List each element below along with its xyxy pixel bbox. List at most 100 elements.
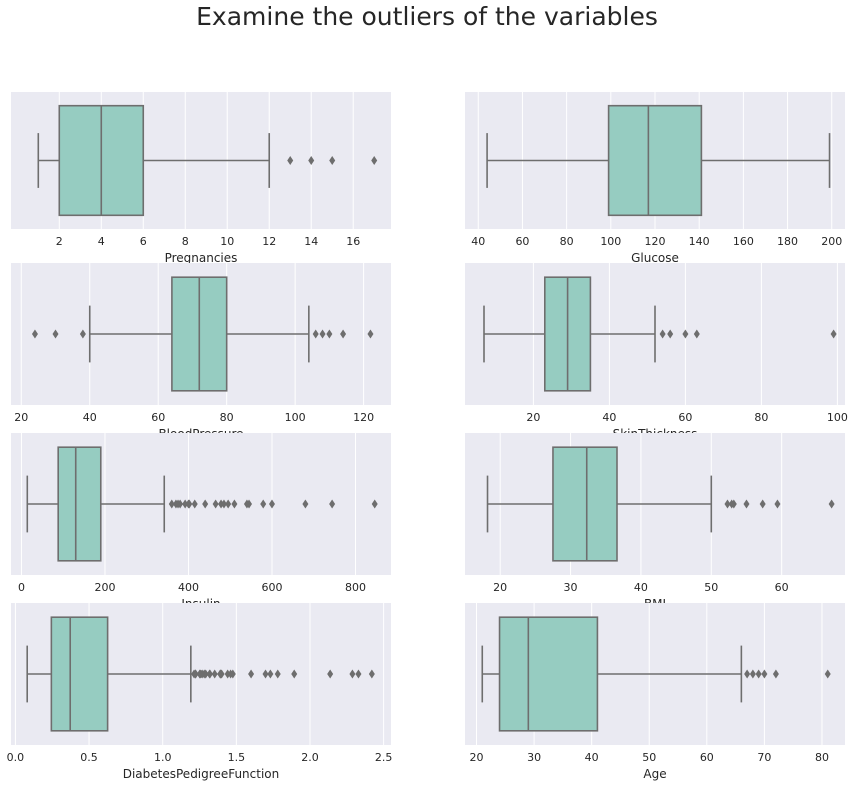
tick-label: 2: [56, 235, 63, 248]
tick-label: 16: [346, 235, 360, 248]
tick-label: 2.0: [301, 751, 319, 764]
tick-label: 60: [151, 411, 165, 424]
tick-label: 40: [634, 581, 648, 594]
outlier-point: [371, 499, 378, 509]
outlier-point: [828, 499, 835, 509]
outlier-point: [749, 669, 756, 679]
subplot-8: 20 30 40 50 60 70 80 Age: [465, 603, 845, 781]
outlier-point: [202, 499, 209, 509]
tick-label: 120: [645, 235, 666, 248]
outlier-point: [349, 669, 356, 679]
tick-label: 600: [261, 581, 282, 594]
outlier-point: [274, 669, 281, 679]
outlier-point: [308, 156, 315, 165]
outlier-point: [218, 669, 225, 679]
outlier-point: [182, 499, 189, 509]
tick-label: 20: [526, 411, 540, 424]
outlier-point: [319, 329, 326, 339]
subplot-6: 2030405060BMI: [465, 433, 845, 611]
subplot-5: 0200400600800Insulin: [11, 433, 391, 611]
tick-label: 200: [94, 581, 115, 594]
tick-label: 80: [754, 411, 768, 424]
subplot-3: 20406080100120BloodPressure: [11, 263, 391, 441]
outlier-point: [693, 329, 700, 339]
outlier-point: [774, 499, 781, 509]
x-axis-label: DiabetesPedigreeFunction: [123, 767, 280, 781]
tick-label: 8: [182, 235, 189, 248]
outlier-point: [291, 669, 298, 679]
tick-label: 20: [14, 411, 28, 424]
tick-label: 140: [689, 235, 710, 248]
outlier-point: [667, 329, 674, 339]
x-axis-label: Pregnancies: [165, 251, 238, 265]
tick-label: 1.0: [154, 751, 172, 764]
tick-label: 60: [775, 581, 789, 594]
x-axis-label: Age: [643, 767, 666, 781]
tick-label: 40: [471, 235, 485, 248]
outlier-point: [168, 499, 175, 509]
tick-label: 200: [821, 235, 842, 248]
tick-label: 80: [220, 411, 234, 424]
tick-label: 2.5: [375, 751, 393, 764]
subplot-4: 20406080100SkinThickness: [465, 263, 848, 441]
tick-label: 20: [493, 581, 507, 594]
tick-label: 30: [564, 581, 578, 594]
outlier-point: [724, 499, 731, 509]
tick-label: 50: [642, 751, 656, 764]
iqr-box: [57, 446, 102, 562]
outlier-point: [759, 499, 766, 509]
outlier-point: [211, 669, 218, 679]
figure-title: Examine the outliers of the variables: [196, 2, 658, 31]
outlier-point: [191, 499, 198, 509]
outlier-point: [52, 329, 59, 339]
outlier-point: [229, 669, 236, 679]
outlier-point: [329, 499, 336, 509]
outlier-point: [772, 669, 779, 679]
tick-label: 0.0: [7, 751, 25, 764]
tick-label: 40: [602, 411, 616, 424]
tick-label: 400: [178, 581, 199, 594]
tick-label: 40: [585, 751, 599, 764]
tick-label: 30: [527, 751, 541, 764]
outlier-point: [231, 499, 238, 509]
outlier-point: [755, 669, 762, 679]
iqr-box: [552, 446, 618, 562]
subplot-2: 40 60 80 100 120 140 160 180 200 Glucose: [465, 92, 845, 265]
outlier-point: [212, 499, 219, 509]
tick-label: 50: [704, 581, 718, 594]
iqr-box: [50, 616, 109, 732]
tick-label: 20: [470, 751, 484, 764]
tick-label: 80: [815, 751, 829, 764]
tick-label: 4: [98, 235, 105, 248]
tick-label: 70: [757, 751, 771, 764]
outlier-point: [31, 329, 38, 339]
outlier-point: [368, 669, 375, 679]
iqr-box: [498, 616, 599, 732]
outlier-point: [340, 329, 347, 339]
outlier-point: [206, 669, 213, 679]
outlier-point: [743, 499, 750, 509]
outlier-point: [260, 499, 267, 509]
tick-label: 6: [140, 235, 147, 248]
outlier-point: [682, 329, 689, 339]
outlier-point: [225, 499, 232, 509]
tick-label: 100: [600, 235, 621, 248]
tick-label: 160: [733, 235, 754, 248]
tick-label: 180: [777, 235, 798, 248]
tick-label: 40: [83, 411, 97, 424]
outlier-point: [761, 669, 768, 679]
outlier-point: [287, 156, 294, 165]
tick-label: 12: [262, 235, 276, 248]
tick-label: 60: [678, 411, 692, 424]
tick-label: 800: [345, 581, 366, 594]
tick-label: 80: [560, 235, 574, 248]
outlier-point: [329, 156, 336, 165]
outlier-point: [367, 329, 374, 339]
tick-label: 60: [515, 235, 529, 248]
outlier-point: [371, 156, 378, 165]
outlier-point: [186, 499, 193, 509]
outlier-point: [267, 669, 274, 679]
tick-label: 100: [827, 411, 848, 424]
iqr-box: [607, 104, 703, 217]
